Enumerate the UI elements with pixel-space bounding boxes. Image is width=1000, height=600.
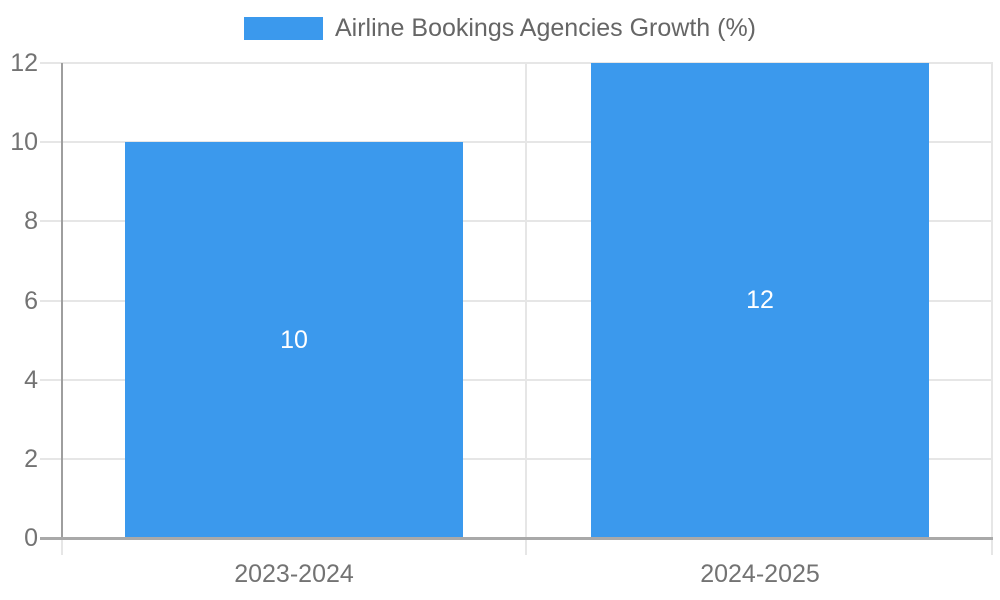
bar-value-label: 12 [746, 286, 774, 314]
y-tick-label-2: 2 [24, 444, 38, 473]
bar-value-label: 10 [280, 325, 308, 354]
y-tick-label-6: 6 [24, 286, 38, 315]
x-axis-line [40, 537, 993, 540]
bars-container: 10 12 [61, 63, 993, 538]
y-axis-line [61, 63, 63, 538]
bar-2023-2024: 10 [125, 142, 463, 538]
gridline-x-1 [525, 63, 527, 555]
gridline-y-8 [40, 220, 993, 223]
y-tick-label-8: 8 [24, 207, 38, 236]
y-tick-label-0: 0 [24, 524, 38, 552]
bar-2024-2025: 12 [591, 63, 929, 538]
y-tick-label-10: 10 [10, 128, 38, 157]
x-tick-label-2024-2025: 2024-2025 [700, 560, 820, 588]
gridline-y-10 [40, 141, 993, 144]
legend-swatch [243, 16, 323, 40]
gridline-x-2 [991, 63, 993, 555]
y-tick-label-12: 12 [10, 49, 38, 77]
y-tick-label-4: 4 [24, 365, 38, 394]
category-cell: 12 [527, 63, 993, 538]
gridline-y-2 [40, 457, 993, 460]
legend[interactable]: Airline Bookings Agencies Growth (%) [0, 14, 1000, 42]
gridline-y-6 [40, 299, 993, 302]
gridline-y-12 [40, 62, 993, 64]
x-axis-labels: 2023-2024 2024-2025 [61, 560, 993, 589]
plot-area: 10 12 [40, 62, 993, 555]
x-tick-label-2023-2024: 2023-2024 [234, 560, 354, 588]
legend-label: Airline Bookings Agencies Growth (%) [334, 14, 757, 42]
category-cell: 10 [61, 63, 527, 538]
gridline-y-4 [40, 378, 993, 381]
